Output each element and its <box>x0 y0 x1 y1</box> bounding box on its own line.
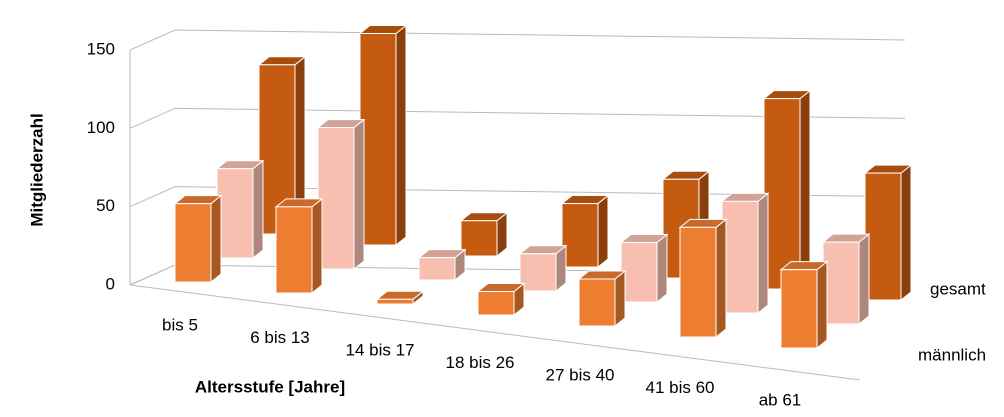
bar <box>562 204 598 267</box>
bar <box>520 254 556 291</box>
x-tick-label: 41 bis 60 <box>646 378 715 397</box>
bar <box>217 169 253 258</box>
bar <box>865 173 901 300</box>
x-tick-label: 6 bis 13 <box>250 328 310 347</box>
bar <box>461 221 497 256</box>
bar-side <box>211 196 221 282</box>
x-tick-label: bis 5 <box>162 315 198 334</box>
bar <box>377 299 413 304</box>
bar <box>823 242 859 324</box>
bar-side <box>354 120 364 269</box>
bar <box>722 201 758 313</box>
bar <box>579 279 615 326</box>
bar <box>276 207 312 293</box>
bar-side <box>312 199 322 293</box>
bar-side <box>598 196 608 267</box>
chart: Altersstufe [Jahre] Mitgliederzahl 0 50 10… <box>0 0 1004 417</box>
y-tick-label: 100 <box>87 118 115 137</box>
y-tick-label: 50 <box>96 196 115 215</box>
bar-side <box>800 91 810 289</box>
depth-label: männlich <box>918 345 986 364</box>
x-tick-label: ab 61 <box>759 390 802 409</box>
bar-side <box>657 234 667 302</box>
bar <box>478 292 514 316</box>
bar-side <box>716 219 726 337</box>
bar-side <box>817 262 827 348</box>
bar <box>764 99 800 289</box>
bar-side <box>859 234 869 324</box>
y-axis-title: Mitgliederzahl <box>27 113 46 226</box>
bar-side <box>758 193 768 313</box>
bar <box>318 128 354 269</box>
bar <box>680 227 716 337</box>
y-tick-label: 150 <box>87 39 115 58</box>
bar <box>175 204 211 282</box>
bar-side <box>396 26 406 246</box>
bar <box>419 258 455 280</box>
x-tick-label: 27 bis 40 <box>546 365 615 384</box>
bar <box>621 242 657 302</box>
bar-side <box>253 161 263 258</box>
x-tick-label: 14 bis 17 <box>346 340 415 359</box>
y-tick-label: 0 <box>106 274 115 293</box>
x-tick-label: 18 bis 26 <box>446 353 515 372</box>
depth-label: gesamt <box>930 279 986 298</box>
bar <box>781 270 817 348</box>
bar-side <box>615 271 625 326</box>
grid-line <box>130 30 905 50</box>
bar <box>360 34 396 246</box>
bar-side <box>901 165 911 300</box>
x-axis-title: Altersstufe [Jahre] <box>195 377 345 396</box>
